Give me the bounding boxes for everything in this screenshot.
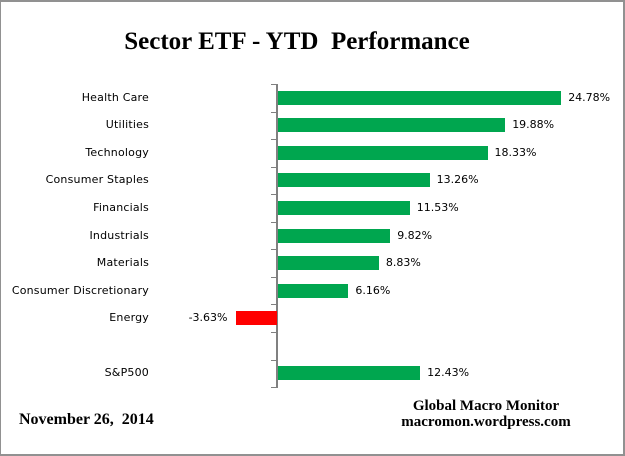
axis-tick	[271, 249, 276, 251]
category-label: Health Care	[81, 90, 149, 104]
axis-tick	[271, 111, 276, 113]
category-label: S&P500	[104, 366, 149, 380]
bar-s-p500	[278, 366, 421, 381]
category-label: Industrials	[89, 228, 149, 242]
value-label: 18.33%	[494, 145, 537, 159]
bar-materials	[278, 256, 379, 270]
value-label: 12.43%	[427, 366, 470, 380]
date-label: November 26, 2014	[19, 411, 154, 428]
category-label: Technology	[85, 145, 149, 159]
value-label: 19.88%	[512, 118, 555, 132]
category-label: Utilities	[105, 118, 149, 132]
value-label: 13.26%	[436, 173, 479, 187]
credit-site-name: Global Macro Monitor	[412, 398, 560, 414]
category-label: Financials	[93, 201, 149, 214]
bar-financials	[278, 201, 410, 215]
axis-tick	[271, 387, 276, 388]
axis-tick	[271, 221, 276, 223]
value-label: -3.63%	[188, 311, 228, 325]
bar-consumer-staples	[278, 173, 430, 188]
axis-tick	[271, 166, 276, 168]
value-label: 6.16%	[355, 283, 391, 297]
axis-tick	[271, 139, 276, 141]
category-label: Materials	[96, 256, 149, 269]
credit-block: Global Macro Monitor macromon.wordpress.…	[361, 398, 611, 430]
category-label: Consumer Staples	[45, 173, 149, 187]
axis-tick	[271, 359, 276, 361]
bar-industrials	[278, 228, 391, 243]
chart-title: Sector ETF - YTD Performance	[124, 28, 470, 55]
bar-consumer-discretionary	[278, 283, 349, 298]
axis-tick	[271, 194, 276, 196]
bar-health-care	[278, 90, 562, 105]
bar-energy	[235, 311, 277, 326]
value-label: 11.53%	[416, 201, 459, 214]
axis-tick	[271, 331, 276, 333]
category-label: Consumer Discretionary	[11, 283, 149, 297]
axis-tick	[271, 276, 276, 278]
value-label: 9.82%	[397, 228, 433, 242]
bar-technology	[278, 145, 488, 160]
axis-tick	[271, 84, 276, 85]
value-label: 24.78%	[568, 90, 611, 104]
credit-site-url: macromon.wordpress.com	[401, 414, 571, 430]
category-axis-line	[276, 84, 278, 388]
bar-utilities	[278, 118, 506, 133]
category-label: Energy	[109, 311, 149, 325]
value-label: 8.83%	[385, 256, 421, 269]
axis-tick	[271, 304, 276, 306]
